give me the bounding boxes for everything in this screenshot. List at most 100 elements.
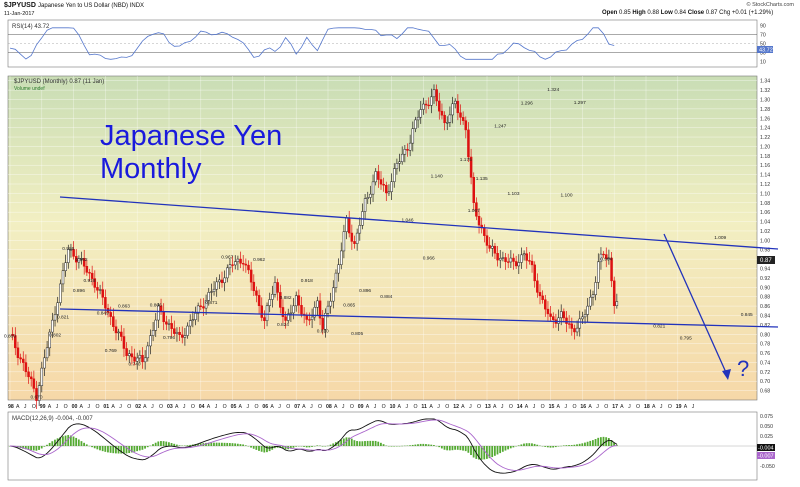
time-tick-label: 12 <box>453 404 459 410</box>
candle-body <box>504 257 507 262</box>
rsi-tick-label: 50 <box>760 42 766 48</box>
candle-body <box>80 258 83 260</box>
time-tick-label: O <box>223 404 227 410</box>
candle-body <box>332 287 335 302</box>
candle-body <box>509 257 513 263</box>
time-tick-label: A <box>429 404 433 410</box>
macd-bar <box>340 439 343 446</box>
macd-bar <box>175 444 178 446</box>
time-tick-label: 08 <box>326 404 332 410</box>
candle-body <box>400 153 404 163</box>
candle-body <box>615 301 619 306</box>
time-tick-label: A <box>620 404 624 410</box>
time-tick-label: 11 <box>421 404 427 410</box>
time-tick-label: O <box>95 404 99 410</box>
macd-bar <box>54 439 56 446</box>
macd-bar <box>281 446 284 449</box>
candle-body <box>408 142 412 151</box>
macd-bar <box>369 440 372 446</box>
candle-body <box>530 260 534 266</box>
macd-bar <box>178 445 181 446</box>
macd-bar <box>491 446 494 458</box>
macd-bar <box>549 446 552 448</box>
price-tick-label: 1.26 <box>760 116 770 122</box>
price-tick-label: 0.82 <box>760 323 770 329</box>
candle-body <box>273 282 277 295</box>
macd-bar <box>160 441 162 446</box>
time-tick-label: 06 <box>262 404 268 410</box>
macd-bar <box>43 446 46 447</box>
time-tick-label: O <box>382 404 386 410</box>
candle-body <box>151 330 155 336</box>
candle-body <box>59 283 62 303</box>
macd-signal-line <box>9 419 617 471</box>
price-tick-label: 1.24 <box>760 126 770 132</box>
last-price: 0.87 <box>760 258 772 264</box>
candle-body <box>181 334 184 338</box>
macd-bar <box>504 446 507 451</box>
candle-body <box>82 258 86 267</box>
date-label: 11-Jan-2017 <box>4 11 35 17</box>
time-tick-label: J <box>406 404 409 410</box>
macd-bar <box>72 436 75 446</box>
price-annotation: 0.918 <box>84 278 96 284</box>
candle-body <box>48 331 51 349</box>
candle-body <box>602 253 605 256</box>
rsi-tick-label: 10 <box>760 60 766 66</box>
candle-body <box>32 378 36 389</box>
candle-body <box>51 319 54 333</box>
candle-body <box>241 263 245 265</box>
candle-body <box>501 257 505 259</box>
macd-bar <box>91 446 93 448</box>
macd-bar <box>199 443 202 446</box>
macd-bar <box>207 442 210 446</box>
macd-bar <box>594 439 597 446</box>
macd-bar <box>268 446 271 452</box>
macd-bar <box>472 446 475 458</box>
macd-bar <box>419 443 422 446</box>
candle-body <box>210 291 213 293</box>
macd-bar <box>59 437 62 446</box>
macd-bar <box>512 446 515 448</box>
time-tick-label: 15 <box>549 404 555 410</box>
macd-badge-1 <box>757 444 775 451</box>
price-annotation: 0.740 <box>129 361 141 367</box>
price-tick-label: 0.78 <box>760 342 770 348</box>
candle-body <box>146 345 150 359</box>
macd-bar <box>350 438 353 446</box>
macd-bar <box>107 446 109 453</box>
candle-body <box>93 278 97 288</box>
candle-body <box>557 317 560 324</box>
macd-bar <box>138 446 141 451</box>
price-annotation: 1.135 <box>476 176 488 182</box>
price-tick-label: 0.90 <box>760 285 770 291</box>
macd-bar <box>77 439 80 446</box>
macd-tick-label: 0.075 <box>760 414 773 420</box>
candle-body <box>308 319 311 321</box>
macd-bar <box>27 446 30 450</box>
macd-bar <box>597 437 600 446</box>
macd-bar <box>85 444 88 446</box>
candle-body <box>506 261 510 263</box>
time-tick-label: A <box>461 404 465 410</box>
candle-body <box>363 198 367 212</box>
macd-bar <box>470 446 472 456</box>
macd-bar <box>32 446 35 451</box>
macd-bar <box>417 444 419 446</box>
candle-body <box>583 314 587 318</box>
candle-body <box>212 288 216 292</box>
time-tick-label: J <box>596 404 599 410</box>
candle-body <box>220 279 224 284</box>
candle-body <box>239 258 242 264</box>
time-tick-label: J <box>151 404 154 410</box>
candle-body <box>69 249 73 251</box>
macd-tick-label: -0.050 <box>760 464 775 470</box>
candle-body <box>72 249 75 257</box>
candle-body <box>533 264 536 282</box>
time-tick-label: O <box>509 404 513 410</box>
time-tick-label: 19 <box>676 404 682 410</box>
price-annotation: 0.896 <box>73 288 85 294</box>
price-annotation: 0.805 <box>351 331 363 337</box>
price-annotation: 0.884 <box>380 294 392 300</box>
